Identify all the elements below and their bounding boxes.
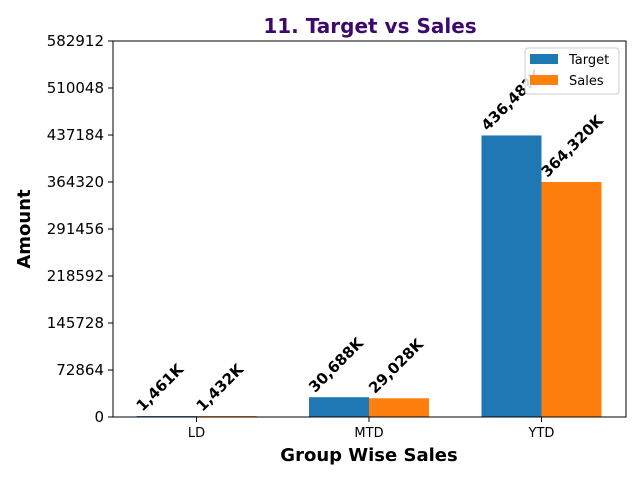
legend: Target Sales (524, 47, 620, 95)
y-tick-label: 437184 (47, 126, 104, 144)
bar-target-mtd (309, 397, 369, 417)
y-tick-label: 72864 (56, 361, 104, 379)
chart-title: 11. Target vs Sales (263, 14, 476, 38)
bar-target-ytd (481, 135, 542, 417)
x-tick-label: YTD (528, 426, 555, 441)
bar-sales-ytd (541, 182, 602, 417)
legend-label-target: Target (568, 53, 609, 68)
y-tick-label: 510048 (47, 79, 104, 97)
plot-frame (112, 40, 627, 418)
bar-sales-mtd (369, 398, 429, 417)
data-label-target-mtd: 30,688K (305, 333, 368, 396)
legend-label-sales: Sales (569, 74, 604, 89)
y-tick-label: 582912 (47, 32, 104, 50)
x-tick-label: LD (188, 426, 205, 441)
data-label-target-ld: 1,461K (133, 359, 188, 414)
y-tick-label: 145728 (47, 314, 104, 332)
y-axis-label: Amount (14, 189, 35, 269)
legend-swatch-sales (530, 75, 558, 85)
y-tick-label: 218592 (47, 267, 104, 285)
y-tick-label: 291456 (47, 220, 104, 238)
x-tick-label: MTD (354, 426, 383, 441)
x-axis-label: Group Wise Sales (280, 445, 457, 466)
data-label-sales-ytd: 364,320K (538, 111, 608, 181)
y-tick-label: 364320 (47, 173, 104, 191)
legend-swatch-target (530, 54, 558, 64)
data-label-sales-ld: 1,432K (193, 359, 248, 414)
y-tick-label: 0 (94, 408, 104, 426)
data-label-sales-mtd: 29,028K (365, 334, 428, 397)
